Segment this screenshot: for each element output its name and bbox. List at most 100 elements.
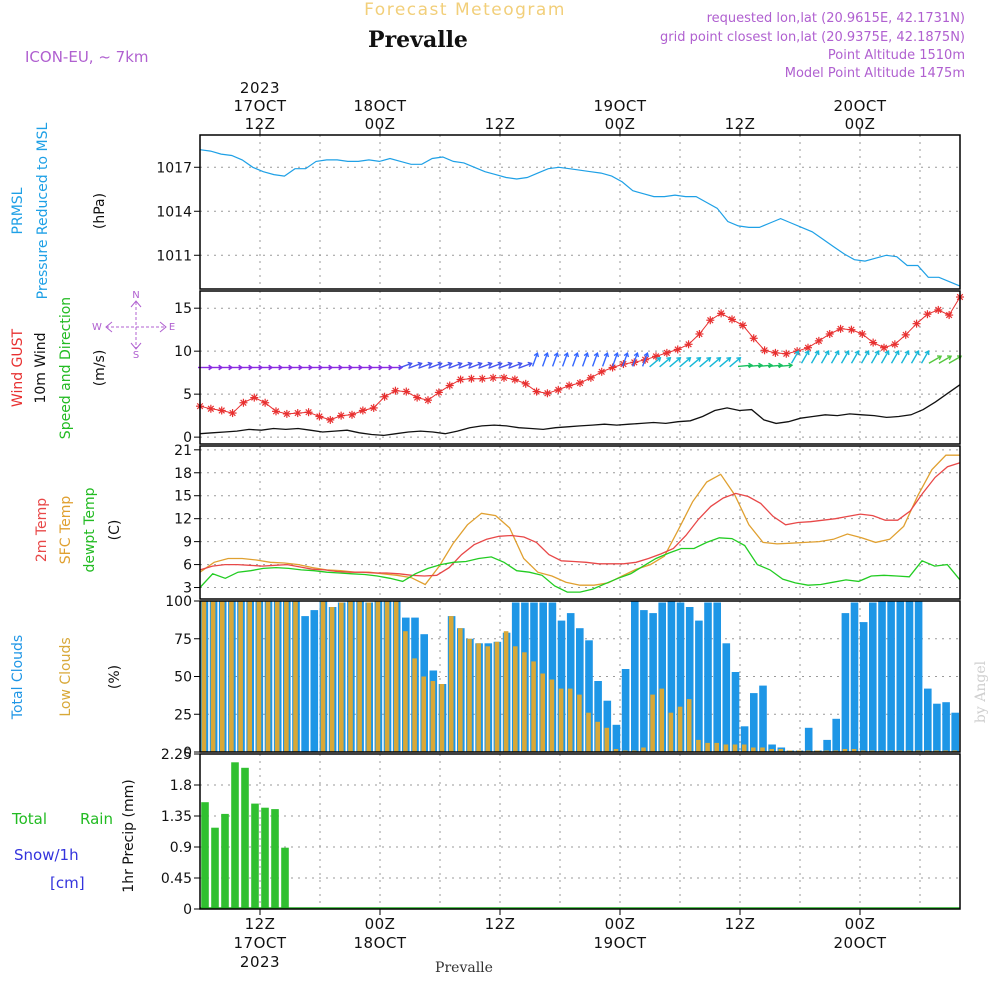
compass-east-arrowhead <box>159 321 167 333</box>
wind-gust-marker-d2 <box>902 331 909 339</box>
wind-gust-marker-d2 <box>826 330 833 338</box>
wind-gust-marker <box>576 378 584 387</box>
wind-direction-arrow <box>581 352 590 367</box>
precip-ytick-label: 1.8 <box>170 778 192 794</box>
wind-gust-marker-d2 <box>555 386 562 394</box>
wind-gust-marker <box>814 336 823 345</box>
rain-bar <box>261 807 269 909</box>
wind-gust-marker <box>424 396 432 405</box>
wind-arrow-head <box>603 352 610 358</box>
wind-gust-marker <box>315 412 324 421</box>
wind-arrow-head <box>874 350 880 356</box>
wind-gust-marker-d2 <box>370 404 377 412</box>
total-clouds-bar <box>667 601 676 752</box>
low-clouds-bar <box>485 646 491 752</box>
low-clouds-bar <box>421 676 426 752</box>
wind-gust-marker-d2 <box>381 393 388 400</box>
wind-arrow-head <box>633 352 640 358</box>
wind-arrow-shaft <box>689 357 701 368</box>
temp-ytick-label: 15 <box>174 489 192 505</box>
wind-gust-marker-d2 <box>468 375 475 382</box>
precip-ytick-label: 0.9 <box>170 840 192 856</box>
wind-direction-arrow <box>850 350 860 364</box>
temp-ytick-label: 12 <box>174 512 192 528</box>
wind-arrow-head <box>643 352 650 358</box>
wind-direction-arrow <box>649 357 662 368</box>
wind-gust-marker-d2 <box>446 382 453 389</box>
top-time-label: 20OCT <box>833 97 886 115</box>
wind-gust-marker-d2 <box>652 353 660 360</box>
wind-gust-marker-d2 <box>880 344 888 351</box>
wind-arrow-head <box>427 361 433 368</box>
total-clouds-bar <box>548 602 557 752</box>
clouds-ytick-label: 25 <box>174 707 192 723</box>
wind-arrow-head <box>457 361 463 368</box>
wind-arrow-shaft <box>498 362 512 369</box>
wind-direction-arrow <box>641 352 650 367</box>
wind-arrow-head <box>834 350 840 356</box>
wind-gust-marker <box>934 305 943 314</box>
wind-gust-marker-d2 <box>739 322 747 329</box>
temp-2m-line <box>199 462 961 577</box>
bottom-time-label: 12Z <box>245 915 276 933</box>
wind-gust-marker-d2 <box>218 407 225 414</box>
bottom-time-label: 19OCT <box>593 934 646 952</box>
wind-arrow-shaft <box>948 355 962 364</box>
top-time-label: 12Z <box>485 115 516 133</box>
wind-arrow-shaft <box>737 364 753 368</box>
wind-arrow-shaft <box>541 352 549 367</box>
total-clouds-bar <box>704 602 712 752</box>
dewpt-temp-line <box>199 537 961 593</box>
low-clouds-bar <box>293 601 298 752</box>
low-clouds-bar <box>531 661 536 752</box>
wind-arrow-shaft <box>679 357 691 368</box>
speed-direction-label: Speed and Direction <box>58 297 74 439</box>
wind-arrow-head <box>497 361 503 368</box>
low-clouds-bar <box>357 601 362 752</box>
low-clouds-bar <box>220 601 225 752</box>
wind-gust-marker-d2 <box>804 344 812 351</box>
wind-arrow-shaft <box>669 357 681 368</box>
rain-bar <box>201 802 209 909</box>
wind-gust-marker-d2 <box>500 374 508 382</box>
wind-gust-marker <box>500 373 508 382</box>
low-clouds-bar <box>503 631 509 752</box>
wind-gust-marker <box>217 406 226 415</box>
wind-gust-marker <box>543 389 552 398</box>
wind-arrow-head <box>884 350 890 356</box>
total-clouds-bar <box>750 693 758 752</box>
wind-arrow-head <box>487 361 493 368</box>
top-time-label: 12Z <box>725 115 756 133</box>
compass-south-arrowhead <box>130 342 142 350</box>
wind-arrow-head <box>844 350 850 356</box>
total-clouds-bar <box>695 620 703 752</box>
compass-west-arrowhead <box>105 321 113 333</box>
low-clouds-bar <box>229 601 234 752</box>
pressure-panel-border <box>199 134 961 290</box>
total-clouds-bar <box>933 703 941 752</box>
footer-location: Prevalle <box>435 960 493 976</box>
wind-arrow-shaft <box>790 350 800 364</box>
total-clouds-bar <box>585 640 593 752</box>
wind-arrow-head <box>477 361 483 368</box>
total-clouds-bar <box>640 610 648 752</box>
wind-arrow-head <box>533 352 540 358</box>
low-clouds-bar <box>751 747 756 752</box>
bottom-time-label: 00Z <box>605 915 636 933</box>
rain-bar <box>211 827 219 909</box>
low-clouds-bar <box>677 706 683 752</box>
total-clouds-bar <box>676 602 685 752</box>
low-clouds-bar <box>348 601 353 752</box>
temp-ytick-label: 6 <box>183 558 192 574</box>
low-clouds-bar <box>320 601 326 752</box>
wind-direction-arrow <box>900 350 910 364</box>
top-time-label: 12Z <box>245 115 276 133</box>
wind-direction-arrow <box>938 355 953 364</box>
wind-direction-arrow <box>820 350 830 364</box>
wind-arrow-shaft <box>428 362 442 369</box>
wind-arrow-shaft <box>938 355 952 364</box>
wind-gust-marker-d2 <box>413 394 421 401</box>
wind-direction-arrow <box>729 357 742 368</box>
wind-arrow-shaft <box>840 350 850 364</box>
